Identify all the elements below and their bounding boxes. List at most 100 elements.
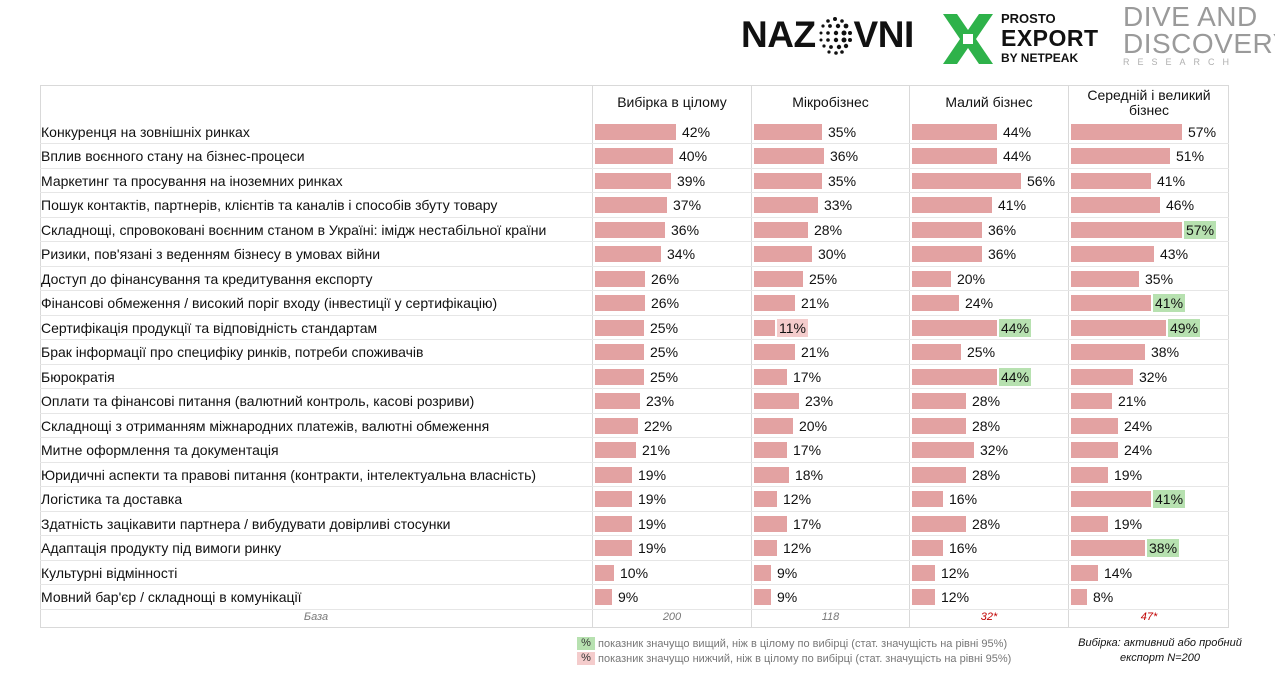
dot-globe-icon [819,17,852,55]
bar [754,197,818,213]
bar [1071,270,1139,287]
dive-text: DIVE AND [1123,1,1258,32]
bar [912,295,959,311]
bar [912,515,966,532]
data-label: 19% [1114,515,1143,532]
data-label: 46% [1166,197,1195,213]
data-label: 32% [980,442,1009,458]
legend-higher: % показник значущо вищий, ніж в цілому п… [577,636,1011,651]
chart-row: Конкуренця на зовнішніх ринках 42% 35% 44% 5… [40,120,1229,144]
data-label: 11% [777,318,808,337]
row-label: Адаптація продукту під вимоги ринку [41,540,282,556]
export-text: EXPORT [1001,25,1099,51]
data-label: 51% [1176,148,1205,164]
bar [1071,319,1166,336]
data-label: 26% [651,295,680,311]
bar [912,246,982,262]
data-label: 38% [1151,344,1180,360]
row-label: Маркетинг та просування на іноземних рин… [41,172,343,189]
data-label: 19% [638,515,667,532]
legend-lower: % показник значущо нижчий, ніж в цілому … [577,651,1011,666]
data-label: 37% [673,197,702,213]
data-label: 57% [1188,123,1217,140]
chart-row: Брак інформації про специфіку ринків, по… [40,340,1229,365]
bar [595,491,632,507]
base-value: 32* [980,611,998,623]
data-label: 49% [1168,318,1201,337]
bar [912,172,1021,189]
chart-table [40,85,1229,628]
bar [912,197,992,213]
bar [595,246,661,262]
nazovni-logo: NAZ VNI [741,14,914,56]
column-divider [909,85,910,628]
chart-row: Ризики, пов'язані з веденням бізнесу в у… [40,242,1229,267]
row-label: Брак інформації про специфіку ринків, по… [41,344,424,360]
row-label: Сертифікація продукції та відповідність … [41,319,378,336]
legend-higher-swatch: % [577,637,595,650]
bar [754,368,787,385]
row-separator [40,167,1229,169]
bar [754,172,822,189]
bar [595,344,644,360]
bar [912,417,966,434]
sample-note: Вибірка: активний або пробний експорт N=… [1078,637,1242,664]
legend-higher-text: показник значущо вищий, ніж в цілому по … [598,637,1008,650]
data-label: 35% [828,172,857,189]
chart-row: Фінансові обмеження / високий поріг вход… [40,291,1229,316]
data-label: 17% [793,442,822,458]
data-label: 35% [1145,270,1174,287]
bar [754,589,771,605]
bar [912,148,997,164]
bar [1071,515,1108,532]
data-label: 9% [777,564,798,581]
data-label: 57% [1184,220,1217,239]
chart-row: Здатність зацікавити партнера / вибудува… [40,512,1229,536]
bar [1071,344,1145,360]
bar [912,270,951,287]
column-divider [592,85,593,628]
data-label: 33% [824,197,853,213]
data-label: 12% [941,589,970,605]
bar [754,270,803,287]
bar [912,466,966,483]
data-label: 56% [1027,172,1056,189]
row-separator [40,559,1229,561]
bar [912,319,997,336]
data-label: 36% [830,148,859,164]
bar [912,589,935,605]
chart-row: Юридичні аспекти та правові питання (кон… [40,463,1229,487]
data-label: 25% [650,368,679,385]
bar [912,540,943,556]
bar [912,123,997,140]
row-label: Конкуренця на зовнішніх ринках [41,123,250,140]
logos-area: NAZ VNI PROSTO EXPORT BY NETPEAK DIVE AN… [735,0,1275,84]
column-header: Мікробізнес [792,94,869,111]
data-label: 36% [671,221,700,238]
data-label: 10% [620,564,649,581]
dive-discovery-logo: DIVE AND DISCOVERY RESEARCH [1123,1,1275,67]
data-label: 41% [1153,490,1186,508]
bar [595,515,632,532]
data-label: 26% [651,270,680,287]
data-label: 28% [972,393,1001,409]
row-label: Оплати та фінансові питання (валютний ко… [41,393,475,409]
data-label: 30% [818,246,847,262]
chart-row: Логістика та доставка 19% 12% 16% 41% [40,487,1229,512]
data-label: 28% [972,515,1001,532]
data-label: 16% [949,540,978,556]
chart-row: Доступ до фінансування та кредитування е… [40,267,1229,291]
bar [1071,221,1182,238]
data-label: 8% [1093,589,1114,605]
bar [1071,564,1098,581]
data-label: 19% [638,491,667,507]
bar [754,564,771,581]
nazovni-text-right: VNI [853,14,915,55]
row-label: Логістика та доставка [41,491,183,507]
bar [1071,197,1160,213]
bar [1071,123,1182,140]
bar [912,368,997,385]
bar [595,564,614,581]
bar [595,442,636,458]
column-divider [1068,85,1069,628]
